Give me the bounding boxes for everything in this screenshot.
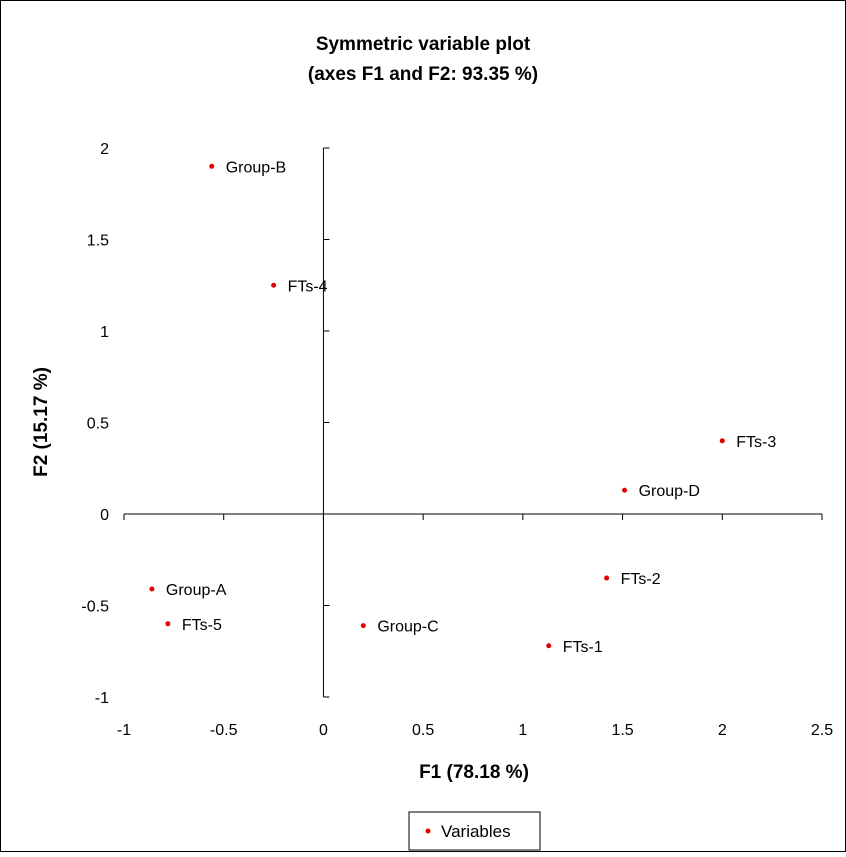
data-point-label: FTs-1	[563, 639, 603, 656]
y-tick-label: 0	[100, 507, 109, 524]
y-tick-label: 1	[100, 324, 109, 341]
data-point-label: Group-C	[377, 619, 438, 636]
data-point	[271, 282, 277, 288]
x-axis-ticks: -1 -0.5 0 0.5 1 1.5 2 2.5	[117, 514, 833, 739]
data-point-label: FTs-3	[736, 434, 776, 451]
x-tick-label: -1	[117, 722, 131, 739]
x-tick-label: 1.5	[611, 722, 633, 739]
data-point-label: FTs-4	[288, 278, 328, 295]
data-point	[209, 163, 215, 169]
chart-subtitle: (axes F1 and F2: 93.35 %)	[308, 64, 538, 85]
data-point	[604, 575, 610, 581]
y-tick-label: -1	[95, 690, 109, 707]
y-axis-ticks: -1 -0.5 0 0.5 1 1.5 2	[81, 141, 330, 707]
x-tick-label: 0.5	[412, 722, 434, 739]
data-point	[360, 623, 366, 629]
legend-marker	[425, 828, 431, 834]
y-tick-label: 2	[100, 141, 109, 158]
legend-label: Variables	[441, 822, 511, 841]
x-tick-label: 2	[718, 722, 727, 739]
y-axis-title: F2 (15.17 %)	[31, 367, 52, 477]
data-point	[149, 586, 155, 592]
legend: Variables	[408, 811, 541, 851]
x-tick-label: 2.5	[811, 722, 833, 739]
x-tick-label: 1	[518, 722, 527, 739]
data-point-label: Group-A	[166, 582, 227, 599]
data-point-label: Group-B	[226, 159, 286, 176]
data-point-label: FTs-5	[182, 617, 222, 634]
y-tick-label: 0.5	[87, 416, 109, 433]
data-point	[719, 438, 725, 444]
data-point-label: Group-D	[639, 483, 700, 500]
data-points: Group-B FTs-4 FTs-3 Group-D Group-A FTs-5 Grou…	[149, 159, 776, 656]
data-point	[622, 487, 628, 493]
data-point	[546, 643, 552, 649]
data-point	[165, 621, 171, 627]
y-tick-label: -0.5	[81, 599, 109, 616]
legend-box	[408, 811, 541, 851]
y-tick-label: 1.5	[87, 233, 109, 250]
x-tick-label: -0.5	[210, 722, 238, 739]
x-tick-label: 0	[319, 722, 328, 739]
data-point-label: FTs-2	[621, 571, 661, 588]
chart-title: Symmetric variable plot	[316, 34, 531, 55]
x-axis-title: F1 (78.18 %)	[419, 762, 529, 783]
